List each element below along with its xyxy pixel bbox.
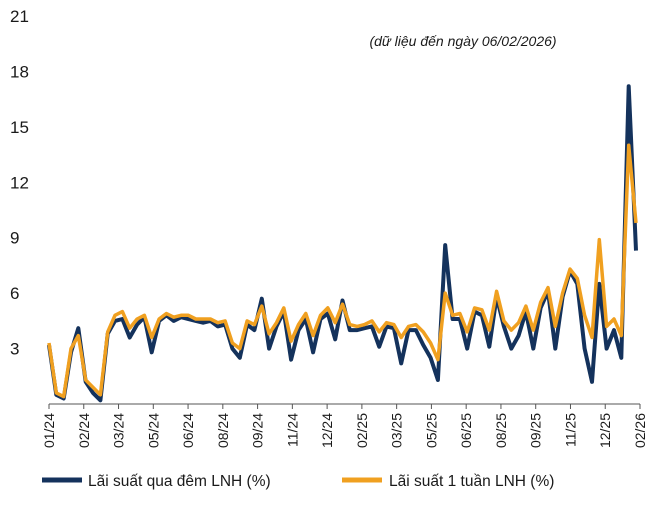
y-tick-label: 15	[10, 118, 29, 137]
legend: Lãi suất qua đêm LNH (%) Lãi suất 1 tuần…	[42, 473, 554, 490]
x-tick-label: 09/24	[250, 413, 266, 448]
y-axis-tick-labels: 21 18 15 12 9 6 3	[10, 7, 29, 359]
x-tick-label: 12/24	[319, 413, 335, 448]
x-tick-label: 11/24	[284, 413, 300, 447]
x-tick-label: 02/26	[632, 413, 648, 448]
series-line-1-week-rate	[47, 143, 638, 399]
y-tick-label: 21	[10, 7, 29, 26]
x-tick-label: 08/25	[493, 413, 509, 448]
x-tick-label: 06/25	[458, 413, 474, 448]
y-tick-label: 3	[10, 340, 19, 359]
y-tick-label: 12	[10, 173, 29, 192]
x-axis-ticks: 01/24 02/24 03/24 05/24 06/24 08/24 09/24 11/24…	[41, 404, 648, 448]
series-line-overnight-rate	[47, 84, 638, 403]
x-tick-label: 05/25	[423, 413, 439, 448]
y-tick-label: 6	[10, 284, 19, 303]
x-tick-label: 02/24	[76, 413, 92, 448]
x-tick-label: 02/25	[354, 413, 370, 448]
data-date-annotation: (dữ liệu đến ngày 06/02/2026)	[369, 33, 556, 49]
x-tick-label: 08/24	[215, 413, 231, 448]
legend-label-1-week-rate: Lãi suất 1 tuần LNH (%)	[389, 473, 554, 490]
x-tick-label: 09/25	[528, 413, 544, 448]
y-tick-label: 18	[10, 62, 29, 81]
series-lines	[47, 84, 638, 403]
legend-label-overnight-rate: Lãi suất qua đêm LNH (%)	[88, 473, 271, 490]
y-tick-label: 9	[10, 229, 19, 248]
x-tick-label: 06/24	[180, 413, 196, 448]
x-tick-label: 05/24	[145, 413, 161, 448]
x-tick-label: 12/25	[597, 413, 613, 448]
x-tick-label: 03/25	[389, 413, 405, 448]
x-tick-label: 11/25	[562, 413, 578, 447]
x-tick-label: 03/24	[111, 413, 127, 448]
x-tick-label: 01/24	[41, 413, 57, 448]
